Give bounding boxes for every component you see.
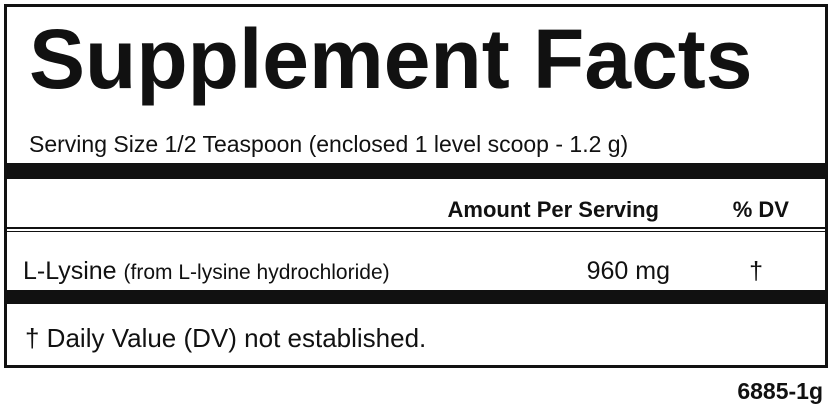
serving-size: Serving Size 1/2 Teaspoon (enclosed 1 le… [29, 131, 629, 157]
thick-divider [7, 163, 825, 179]
panel-title: Supplement Facts [29, 12, 753, 106]
nutrient-dv: † [749, 257, 763, 285]
product-code: 6885-1g [737, 378, 823, 404]
footnote: † Daily Value (DV) not established. [25, 323, 427, 353]
divider [7, 231, 825, 232]
amount-header: Amount Per Serving [447, 197, 659, 222]
nutrient-name: L-Lysine [23, 257, 117, 285]
supplement-facts-panel: Supplement Facts Serving Size 1/2 Teaspo… [4, 4, 828, 368]
nutrient-amount: 960 mg [586, 257, 670, 285]
dv-header: % DV [732, 197, 789, 222]
nutrient-source: (from L-lysine hydrochloride) [123, 261, 390, 284]
thick-divider [7, 290, 825, 304]
nutrient-row: L-Lysine (from L-lysine hydrochloride) [23, 257, 390, 286]
divider [7, 227, 825, 229]
